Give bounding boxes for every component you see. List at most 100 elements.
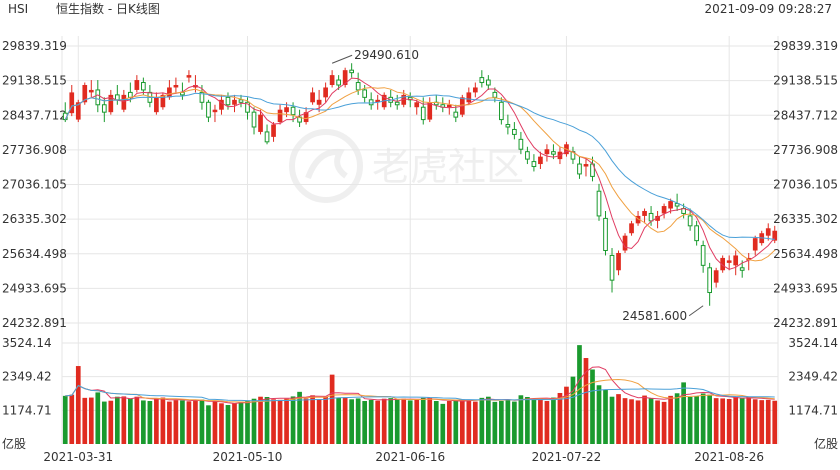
date-axis: 2021-03-31 2021-05-10 2021-06-16 2021-07-22… [43, 450, 764, 464]
volume-bar [69, 394, 75, 444]
volume-bar [733, 396, 739, 444]
volume-bar [713, 398, 719, 444]
volume-bar [622, 398, 628, 444]
candle-body [492, 91, 498, 98]
volume-tick-label-right: 3524.14 [788, 336, 838, 350]
candle-body [277, 109, 283, 123]
volume-bar [88, 397, 94, 444]
volume-bar [479, 397, 485, 444]
candle [752, 235, 758, 256]
price-tick-label-left: 29138.515 [2, 74, 67, 88]
volume-bar [446, 401, 452, 444]
volume-bar [752, 399, 758, 444]
volume-bar [284, 398, 289, 444]
candle [219, 94, 224, 115]
volume-bar [297, 391, 302, 444]
candle-body [316, 99, 322, 105]
candle [440, 97, 446, 113]
candle [238, 94, 244, 108]
candle-body [648, 212, 654, 222]
volume-bar [720, 398, 726, 444]
volume-bar [557, 392, 563, 444]
date-tick-label: 2021-08-26 [694, 450, 764, 464]
candle-body [82, 84, 88, 103]
candle-body [713, 270, 719, 283]
candle [114, 84, 120, 105]
candle-body [694, 225, 699, 242]
volume-bar [381, 398, 387, 444]
watermark-logo-mark-icon [305, 148, 348, 180]
volume-bar [407, 400, 413, 444]
volume-bar [590, 369, 595, 444]
volume-bar [739, 398, 745, 444]
candle [212, 104, 218, 123]
volume-bar [401, 398, 407, 444]
ma-long-line [64, 92, 775, 240]
candle [577, 156, 582, 179]
candle-body [264, 131, 270, 143]
candle [531, 154, 537, 172]
candle [394, 94, 400, 110]
volume-bar [154, 398, 159, 444]
volume-tick-label-right: 2349.42 [788, 370, 838, 384]
candle [95, 80, 101, 113]
candle-body [577, 163, 582, 175]
volume-bar [167, 401, 172, 444]
candle-body [583, 164, 589, 167]
volume-bar [440, 403, 446, 444]
price-tick-label-left: 25634.498 [2, 247, 67, 261]
candle [616, 250, 621, 276]
candle [472, 82, 478, 98]
volume-bar [141, 400, 146, 444]
volume-axis: 3524.14 3524.14 2349.42 2349.42 1174.71 1174.… [2, 336, 838, 451]
candle [733, 250, 739, 276]
price-tick-label-right: 26335.302 [773, 212, 838, 226]
volume-bar [726, 399, 732, 444]
candle-body [518, 138, 524, 150]
candle-body [154, 97, 159, 113]
date-tick-label: 2021-05-10 [213, 450, 283, 464]
candle-body [329, 75, 335, 85]
candle-body [186, 75, 192, 78]
volume-bar [668, 395, 673, 444]
candle-body [173, 84, 179, 88]
price-tick-label-left: 24933.695 [2, 281, 67, 295]
candle-body [245, 101, 250, 113]
candle-body [674, 203, 680, 207]
candle [772, 225, 778, 244]
volume-bar [414, 399, 420, 444]
watermark-logo-icon [289, 129, 363, 203]
candle [570, 146, 576, 165]
volume-bar [62, 395, 68, 444]
candle-body [453, 111, 459, 118]
volume-ma-mid-line [65, 378, 775, 403]
volume-bar [531, 398, 537, 444]
candle-body [707, 267, 712, 294]
volume-bar [707, 394, 712, 444]
moving-averages [64, 77, 776, 270]
candle-body [114, 94, 120, 101]
candle-body [622, 235, 628, 251]
volume-bar [518, 395, 524, 444]
candle [277, 104, 283, 125]
candle-body [284, 107, 289, 113]
candle-body [544, 149, 550, 155]
candle-body [141, 82, 146, 91]
candle-body [427, 102, 433, 120]
candle [368, 92, 374, 110]
volume-bar [538, 398, 543, 444]
candle [674, 193, 680, 211]
candle-body [772, 230, 778, 241]
volume-bar [186, 401, 192, 444]
candle-body [342, 70, 348, 85]
candle-body [108, 94, 114, 113]
volume-bar [329, 374, 335, 444]
volume-bar [472, 401, 478, 444]
volume-bar [433, 401, 439, 444]
candle [108, 89, 114, 115]
volume-bar [75, 366, 81, 444]
candle [160, 92, 166, 110]
volume-bar [199, 399, 205, 444]
volume-bar [388, 398, 394, 444]
volume-bar [459, 399, 465, 444]
